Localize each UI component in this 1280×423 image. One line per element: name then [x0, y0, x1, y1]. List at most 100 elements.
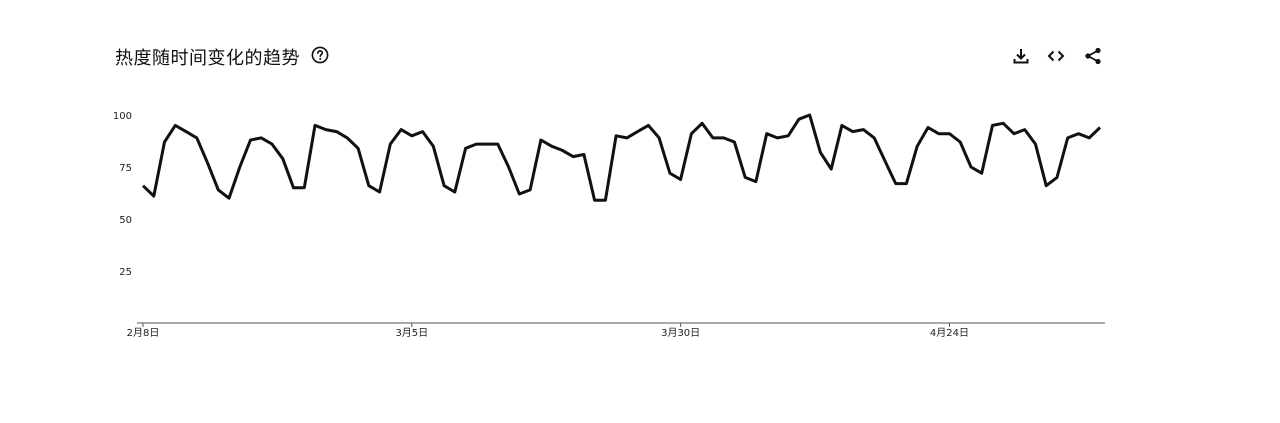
data-point[interactable]: [140, 183, 146, 189]
data-point[interactable]: [484, 141, 490, 147]
share-icon[interactable]: [1083, 46, 1103, 66]
data-point[interactable]: [1033, 141, 1039, 147]
data-point[interactable]: [710, 135, 716, 141]
data-point[interactable]: [495, 141, 501, 147]
data-point[interactable]: [774, 135, 780, 141]
data-point[interactable]: [1097, 125, 1103, 131]
download-icon[interactable]: [1011, 46, 1031, 66]
data-point[interactable]: [409, 133, 415, 139]
data-point[interactable]: [839, 122, 845, 128]
data-point[interactable]: [441, 183, 447, 189]
data-point[interactable]: [323, 127, 329, 133]
data-point[interactable]: [205, 160, 211, 166]
data-point[interactable]: [538, 137, 544, 143]
data-point[interactable]: [1022, 127, 1028, 133]
data-point[interactable]: [559, 147, 565, 153]
data-point[interactable]: [1011, 131, 1017, 137]
data-point[interactable]: [656, 135, 662, 141]
data-point[interactable]: [269, 141, 275, 147]
data-point[interactable]: [194, 135, 200, 141]
data-point[interactable]: [936, 131, 942, 137]
data-point[interactable]: [742, 174, 748, 180]
data-point[interactable]: [635, 129, 641, 135]
y-tick-label: 75: [119, 163, 132, 174]
data-point[interactable]: [850, 129, 856, 135]
data-point[interactable]: [463, 145, 469, 151]
data-point[interactable]: [162, 139, 168, 145]
data-point[interactable]: [645, 122, 651, 128]
data-point[interactable]: [925, 125, 931, 131]
data-point[interactable]: [377, 189, 383, 195]
data-point[interactable]: [291, 185, 297, 191]
data-point[interactable]: [355, 145, 361, 151]
chart-title: 热度随时间变化的趋势: [115, 48, 300, 69]
data-point[interactable]: [990, 122, 996, 128]
data-point[interactable]: [828, 166, 834, 172]
data-point[interactable]: [237, 164, 243, 170]
data-point[interactable]: [764, 131, 770, 137]
data-point[interactable]: [581, 152, 587, 158]
data-point[interactable]: [344, 135, 350, 141]
help-circle-icon[interactable]: [311, 46, 329, 64]
data-point[interactable]: [398, 127, 404, 133]
data-point[interactable]: [731, 139, 737, 145]
data-point[interactable]: [549, 143, 555, 149]
data-point[interactable]: [430, 143, 436, 149]
data-point[interactable]: [183, 129, 189, 135]
data-point[interactable]: [473, 141, 479, 147]
data-point[interactable]: [667, 170, 673, 176]
data-point[interactable]: [1000, 120, 1006, 126]
data-point[interactable]: [527, 187, 533, 193]
data-point[interactable]: [516, 191, 522, 197]
data-point[interactable]: [280, 156, 286, 162]
data-point[interactable]: [172, 122, 178, 128]
data-point[interactable]: [1065, 135, 1071, 141]
data-point[interactable]: [452, 189, 458, 195]
data-point[interactable]: [387, 141, 393, 147]
data-point[interactable]: [882, 158, 888, 164]
data-point[interactable]: [947, 131, 953, 137]
data-point[interactable]: [979, 170, 985, 176]
data-point[interactable]: [602, 197, 608, 203]
code-icon[interactable]: [1046, 46, 1066, 66]
data-point[interactable]: [699, 120, 705, 126]
data-point[interactable]: [721, 135, 727, 141]
data-point[interactable]: [366, 183, 372, 189]
x-tick-label: 4月24日: [930, 327, 969, 339]
data-point[interactable]: [893, 181, 899, 187]
data-point[interactable]: [301, 185, 307, 191]
data-point[interactable]: [871, 135, 877, 141]
data-point[interactable]: [258, 135, 264, 141]
data-point[interactable]: [226, 195, 232, 201]
data-point[interactable]: [592, 197, 598, 203]
data-point[interactable]: [1086, 135, 1092, 141]
data-point[interactable]: [796, 116, 802, 122]
data-point[interactable]: [1054, 174, 1060, 180]
data-point[interactable]: [807, 112, 813, 118]
data-point[interactable]: [570, 154, 576, 160]
data-point[interactable]: [817, 149, 823, 155]
data-point[interactable]: [420, 129, 426, 135]
data-point[interactable]: [968, 164, 974, 170]
data-point[interactable]: [1076, 131, 1082, 137]
data-point[interactable]: [914, 143, 920, 149]
data-point[interactable]: [312, 122, 318, 128]
data-point[interactable]: [215, 187, 221, 193]
data-point[interactable]: [334, 129, 340, 135]
y-tick-label: 50: [119, 215, 132, 226]
data-point[interactable]: [613, 133, 619, 139]
data-point[interactable]: [860, 127, 866, 133]
data-point[interactable]: [624, 135, 630, 141]
data-point[interactable]: [248, 137, 254, 143]
data-point[interactable]: [151, 193, 157, 199]
data-point[interactable]: [753, 179, 759, 185]
data-point[interactable]: [506, 164, 512, 170]
data-point[interactable]: [678, 177, 684, 183]
data-point[interactable]: [1043, 183, 1049, 189]
data-point[interactable]: [785, 133, 791, 139]
data-point[interactable]: [957, 139, 963, 145]
data-point[interactable]: [688, 131, 694, 137]
data-point[interactable]: [903, 181, 909, 187]
